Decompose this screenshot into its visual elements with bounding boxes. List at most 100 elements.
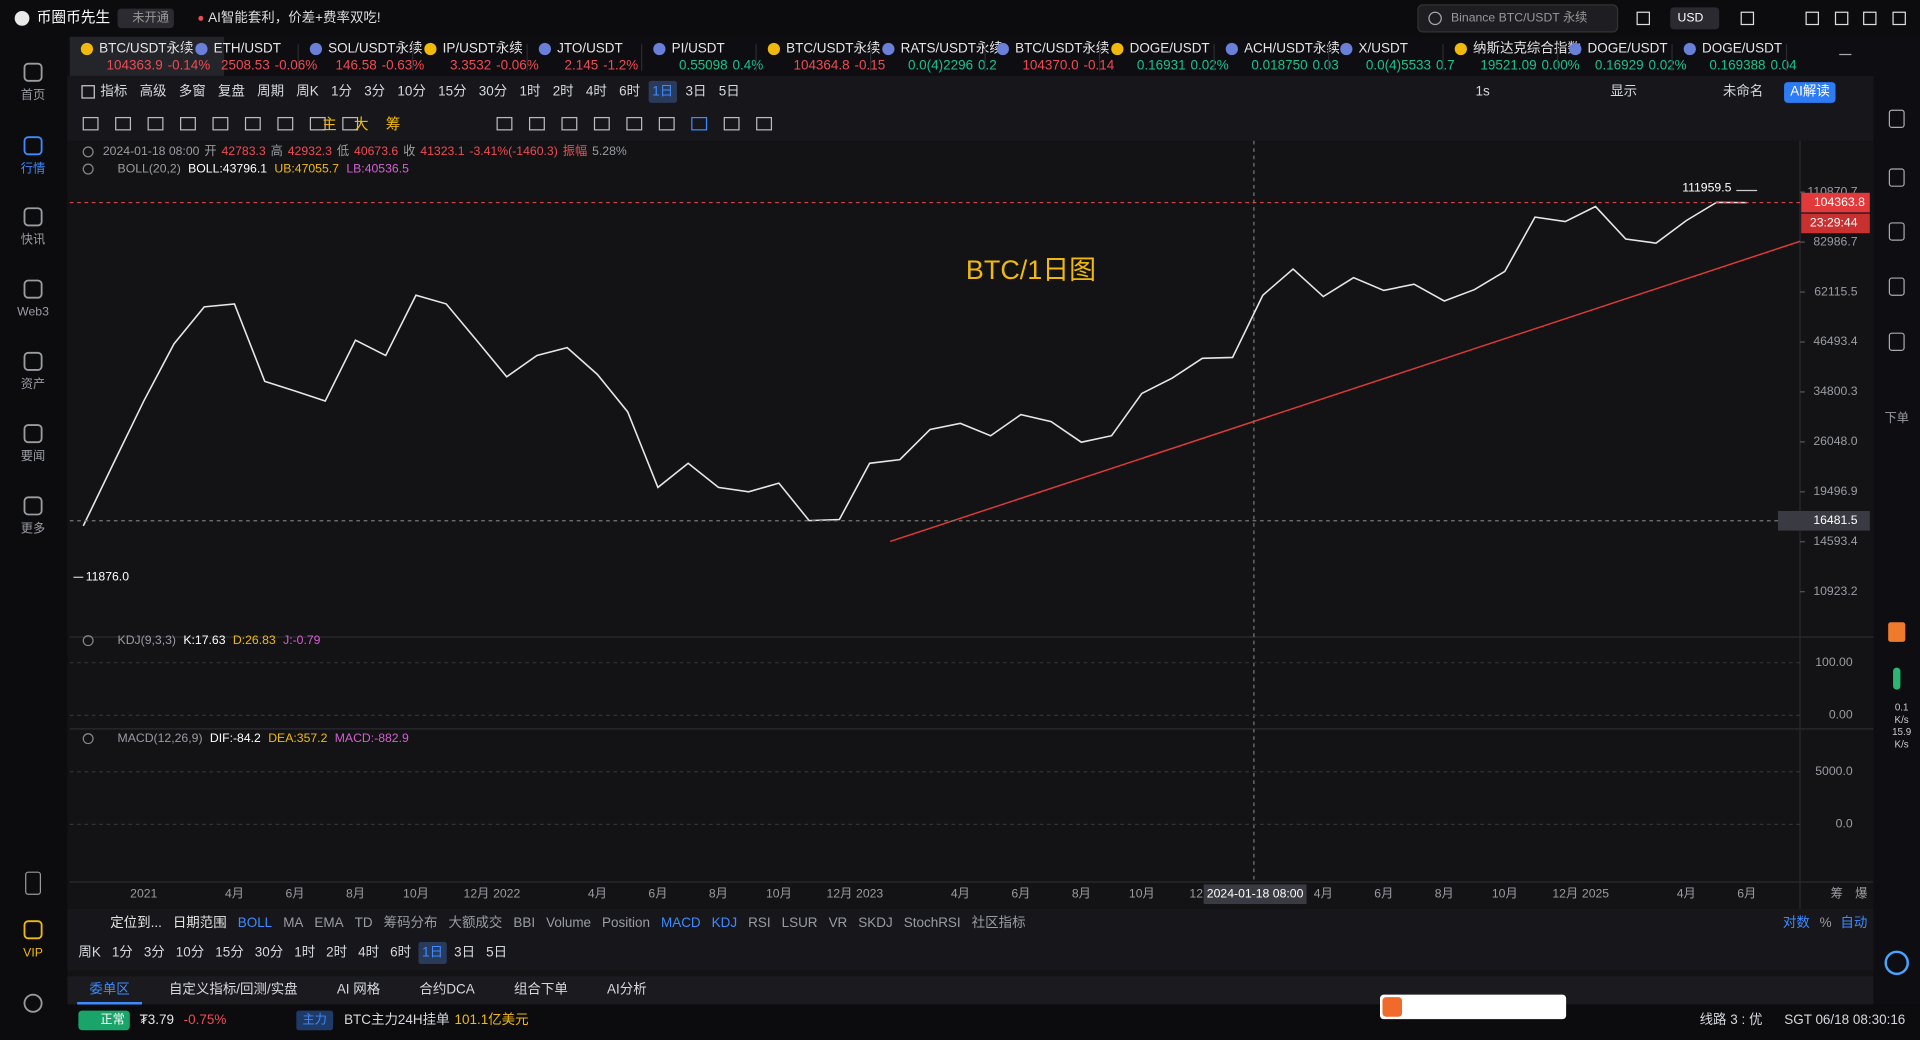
- tab-change[interactable]: 0.02%: [1648, 58, 1686, 73]
- period-item[interactable]: 2时: [326, 945, 347, 960]
- tab-name[interactable]: BTC/USDT永续: [99, 41, 193, 56]
- nav-item[interactable]: 首页: [21, 88, 45, 102]
- period-item[interactable]: 3分: [144, 945, 165, 960]
- period-item[interactable]: 1日: [422, 945, 443, 960]
- tab-change[interactable]: 0.02%: [1191, 58, 1229, 73]
- toolbar-item[interactable]: 6时: [619, 83, 640, 98]
- nav-icon[interactable]: [23, 62, 43, 82]
- period-item[interactable]: 4时: [358, 945, 379, 960]
- tab-change[interactable]: -0.15: [855, 58, 886, 73]
- toolbar-item[interactable]: 15分: [438, 83, 466, 98]
- draw-tool[interactable]: [528, 116, 545, 131]
- side-tool[interactable]: [1888, 168, 1905, 187]
- indicator-item[interactable]: MA: [283, 915, 303, 930]
- window-icon[interactable]: [1892, 11, 1906, 26]
- nav-icon[interactable]: [23, 279, 43, 299]
- tab-change[interactable]: 0.7: [1436, 58, 1455, 73]
- toolbar-item[interactable]: 2时: [553, 83, 574, 98]
- axis-corner[interactable]: 爆: [1855, 886, 1867, 900]
- draw-tool[interactable]: [82, 116, 99, 131]
- draw-tool[interactable]: [342, 116, 359, 131]
- axis-corner[interactable]: 筹: [1831, 886, 1843, 900]
- tab-change[interactable]: -1.2%: [603, 58, 638, 73]
- indicator-item[interactable]: Position: [602, 915, 650, 930]
- draw-tool[interactable]: [593, 116, 610, 131]
- toolbar-item[interactable]: 5日: [719, 83, 740, 98]
- tab-price[interactable]: 0.16929: [1595, 58, 1644, 73]
- tab-change[interactable]: 0.03: [1313, 58, 1339, 73]
- nav-icon[interactable]: [23, 920, 43, 940]
- draw-tool[interactable]: [723, 116, 740, 131]
- indicator-item[interactable]: BBI: [513, 915, 535, 930]
- side-tool[interactable]: [1888, 222, 1905, 241]
- tab-price[interactable]: 3.3532: [450, 58, 491, 73]
- bottom-tab[interactable]: 合约DCA: [419, 981, 474, 996]
- period-item[interactable]: 30分: [255, 945, 283, 960]
- tab-price[interactable]: 0.0(4)2296: [908, 58, 973, 73]
- tab-name[interactable]: IP/USDT永续: [443, 41, 523, 56]
- promo-text[interactable]: AI智能套利，价差+费率双吃!: [208, 9, 380, 25]
- nav-item[interactable]: 资产: [21, 377, 45, 391]
- toolbar-item[interactable]: 1时: [519, 83, 540, 98]
- nav-item[interactable]: 更多: [21, 521, 45, 535]
- indicator-item[interactable]: LSUR: [782, 915, 818, 930]
- draw-tool[interactable]: [277, 116, 294, 131]
- toolbar-item[interactable]: 指标: [100, 83, 127, 98]
- side-tool[interactable]: [1888, 109, 1905, 129]
- period-item[interactable]: 3日: [454, 945, 475, 960]
- period-item[interactable]: 6时: [390, 945, 411, 960]
- nav-icon[interactable]: [23, 351, 43, 371]
- nav-item[interactable]: 快讯: [21, 232, 45, 246]
- bottom-tab[interactable]: AI分析: [607, 981, 647, 996]
- tab-price[interactable]: 0.55098: [679, 58, 728, 73]
- window-icon[interactable]: [1740, 11, 1755, 26]
- indicator-item[interactable]: EMA: [314, 915, 343, 930]
- indicator-item[interactable]: KDJ: [712, 915, 737, 930]
- bottom-tab[interactable]: 委单区: [89, 981, 129, 996]
- draw-tool[interactable]: [309, 116, 326, 131]
- indicator-item[interactable]: MACD: [661, 915, 701, 930]
- draw-tool[interactable]: [561, 116, 578, 131]
- bottom-tab[interactable]: 组合下单: [514, 981, 568, 996]
- tab-add[interactable]: [1839, 53, 1852, 56]
- draw-tool[interactable]: [147, 116, 164, 131]
- indicator-item[interactable]: RSI: [748, 915, 770, 930]
- nav-item[interactable]: VIP: [23, 945, 43, 959]
- scale-option[interactable]: 自动: [1840, 915, 1867, 930]
- draw-tool[interactable]: [212, 116, 229, 131]
- tab-price[interactable]: 19521.09: [1480, 58, 1536, 73]
- draw-tool[interactable]: [626, 116, 643, 131]
- nav-item[interactable]: 行情: [21, 161, 45, 175]
- toolbar-item[interactable]: 周K: [296, 83, 318, 98]
- tab-change[interactable]: 0.04: [1770, 58, 1797, 73]
- nav-icon[interactable]: [23, 424, 43, 444]
- period-item[interactable]: 周K: [78, 945, 100, 960]
- tab-change[interactable]: -0.06%: [275, 58, 318, 73]
- tab-price[interactable]: 104370.0: [1022, 58, 1078, 73]
- tab-name[interactable]: 纳斯达克综合指数: [1473, 41, 1581, 56]
- toolbar-item[interactable]: 周期: [257, 83, 284, 98]
- period-item[interactable]: 5日: [486, 945, 507, 960]
- tab-price[interactable]: 104364.8: [793, 58, 849, 73]
- tab-change[interactable]: -0.63%: [382, 58, 425, 73]
- nav-icon[interactable]: [23, 207, 43, 227]
- draw-tool[interactable]: [658, 116, 675, 131]
- search-box[interactable]: [1417, 4, 1619, 33]
- window-icon[interactable]: [1805, 11, 1819, 26]
- bottom-tab[interactable]: 自定义指标/回测/实盘: [169, 980, 298, 996]
- window-icon[interactable]: [1636, 11, 1650, 26]
- indicator-item[interactable]: 社区指标: [972, 915, 1026, 930]
- tab-name[interactable]: DOGE/USDT: [1588, 41, 1668, 56]
- period-item[interactable]: 1时: [294, 945, 315, 960]
- currency[interactable]: USD: [1678, 11, 1704, 25]
- bottom-tab[interactable]: AI 网格: [337, 981, 381, 996]
- tab-name[interactable]: PI/USDT: [672, 41, 725, 56]
- tab-name[interactable]: JTO/USDT: [557, 41, 623, 56]
- toolbar-item[interactable]: 3分: [364, 83, 385, 98]
- tab-price[interactable]: 0.018750: [1251, 58, 1307, 73]
- nav-item[interactable]: Web3: [17, 305, 49, 319]
- side-tool[interactable]: [1888, 277, 1905, 296]
- window-icon[interactable]: [1863, 11, 1877, 26]
- toolbar-item[interactable]: 多窗: [179, 82, 206, 98]
- toolbar-right-item[interactable]: 显示: [1610, 83, 1637, 98]
